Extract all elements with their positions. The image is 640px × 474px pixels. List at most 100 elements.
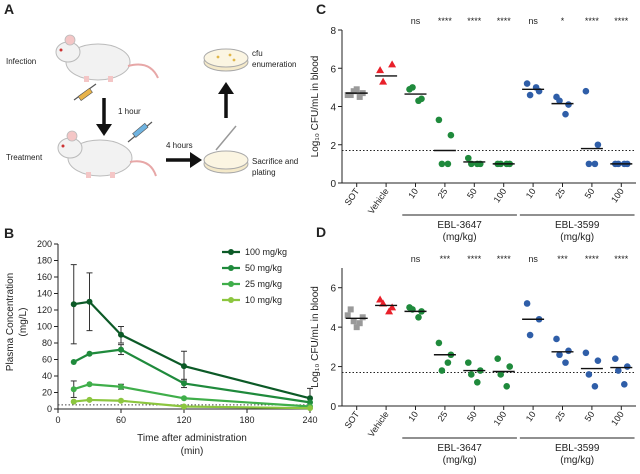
- significance-label: ns: [411, 254, 421, 264]
- data-point-circle: [562, 359, 569, 366]
- c-plot: 0 2 4 6 8 Log₁₀ CFU/mL in blood SOT Vehicle 10 ns…: [310, 16, 636, 243]
- group-label: EBL-3647: [437, 220, 482, 231]
- y-tick-label: 0: [330, 402, 336, 413]
- data-point-triangle: [376, 66, 385, 74]
- significance-label: ****: [614, 16, 629, 26]
- b-x-tick-label: 240: [302, 415, 317, 425]
- b-data-point: [70, 398, 77, 405]
- b-data-point: [86, 298, 93, 305]
- significance-label: ****: [585, 254, 600, 264]
- data-point-circle: [409, 84, 416, 91]
- data-point-square: [347, 306, 354, 313]
- b-data-point: [307, 405, 313, 412]
- x-tick-label: 100: [492, 186, 509, 204]
- data-point-square: [353, 324, 360, 331]
- data-point-circle: [435, 339, 443, 347]
- panel-b-letter: B: [4, 225, 14, 241]
- b-xlabel: Time after administration: [137, 433, 247, 444]
- b-legend-marker: [228, 281, 234, 287]
- data-point-circle: [582, 87, 590, 95]
- data-point-circle: [523, 300, 531, 307]
- data-point-circle: [435, 116, 443, 124]
- data-point-square: [359, 314, 366, 321]
- significance-label: ***: [557, 254, 568, 264]
- data-point-circle: [506, 363, 513, 370]
- group-label: EBL-3647: [437, 443, 482, 454]
- x-tick-label: 50: [583, 409, 597, 423]
- significance-label: ****: [438, 16, 453, 26]
- b-y-tick-label: 100: [37, 322, 52, 332]
- y-tick-label: 2: [330, 363, 336, 374]
- y-tick-label: 8: [330, 26, 336, 37]
- syringe-infection-icon: [73, 83, 97, 101]
- x-tick-label: 100: [609, 409, 626, 427]
- b-ylabel: Plasma Concentration: [5, 273, 16, 371]
- panel-c-scatter: C 0 2 4 6 8 Log₁₀ CFU/mL in blood SOT Vehicle 10…: [310, 1, 636, 243]
- b-data-point: [118, 346, 124, 353]
- x-tick-label: Vehicle: [366, 409, 391, 439]
- b-xlabel-unit: (min): [181, 446, 204, 457]
- panel-d-scatter: D 0 2 4 6 Log₁₀ CFU/mL in blood SOT Vehicle 10 n…: [310, 224, 636, 466]
- cfu-dish-icon: [203, 48, 249, 72]
- arrow-down-icon: [96, 98, 112, 136]
- b-y-tick-label: 200: [37, 239, 52, 249]
- x-tick-label: 25: [553, 409, 567, 423]
- mouse-treatment-icon: [57, 130, 157, 178]
- data-point-circle: [615, 367, 622, 374]
- significance-label: ****: [497, 254, 512, 264]
- panel-c-letter: C: [316, 1, 326, 17]
- data-point-square: [350, 318, 357, 325]
- y-tick-label: 6: [330, 64, 336, 75]
- data-point-circle: [591, 382, 599, 390]
- data-point-circle: [465, 359, 472, 366]
- x-tick-label: 100: [492, 409, 509, 427]
- x-tick-label: 25: [436, 409, 450, 423]
- panel-a-letter: A: [4, 1, 14, 17]
- y-axis-label: Log₁₀ CFU/mL in blood: [310, 286, 321, 388]
- b-data-point: [86, 381, 93, 388]
- b-data-point: [307, 395, 313, 402]
- b-data-point: [86, 350, 93, 357]
- data-point-circle: [497, 371, 505, 378]
- data-point-square: [356, 93, 363, 100]
- significance-label: ***: [440, 254, 451, 264]
- group-label: EBL-3599: [555, 443, 600, 454]
- b-data-point: [181, 395, 187, 402]
- significance-label: ns: [528, 254, 538, 264]
- significance-label: ****: [497, 16, 512, 26]
- y-tick-label: 6: [330, 284, 336, 295]
- x-tick-label: 50: [465, 186, 479, 200]
- b-y-tick-label: 120: [37, 305, 52, 315]
- b-x-tick-label: 120: [176, 415, 191, 425]
- group-unit-label: (mg/kg): [560, 232, 594, 243]
- data-point-circle: [415, 97, 422, 105]
- data-point-circle: [526, 331, 534, 339]
- b-data-point: [86, 396, 93, 403]
- y-tick-label: 0: [330, 179, 336, 190]
- b-x-tick-label: 180: [239, 415, 254, 425]
- significance-label: ****: [467, 254, 482, 264]
- data-point-circle: [585, 160, 593, 168]
- data-point-circle: [621, 381, 628, 388]
- data-point-triangle: [379, 77, 388, 85]
- infection-label: Infection: [6, 57, 36, 66]
- b-data-point: [307, 399, 313, 406]
- b-series-line: [73, 348, 311, 404]
- d-plot: 0 2 4 6 Log₁₀ CFU/mL in blood SOT Vehicle 10 ns 2…: [310, 254, 636, 466]
- data-point-circle: [415, 313, 422, 321]
- b-legend-label: 100 mg/kg: [245, 247, 287, 257]
- data-point-triangle: [379, 299, 388, 307]
- data-point-circle: [565, 101, 572, 108]
- b-data-point: [181, 403, 187, 410]
- data-point-circle: [444, 359, 452, 366]
- b-ylabel-unit: (mg/L): [18, 308, 29, 337]
- data-point-square: [353, 86, 360, 93]
- b-legend: 100 mg/kg 50 mg/kg 25 mg/kg 10 mg/kg: [222, 247, 287, 305]
- x-tick-label: 100: [609, 186, 626, 204]
- significance-label: *: [561, 16, 565, 26]
- syringe-treatment-icon: [127, 121, 153, 143]
- data-point-circle: [582, 349, 590, 357]
- data-point-square: [344, 312, 351, 319]
- cfu-label: cfu: [252, 49, 263, 58]
